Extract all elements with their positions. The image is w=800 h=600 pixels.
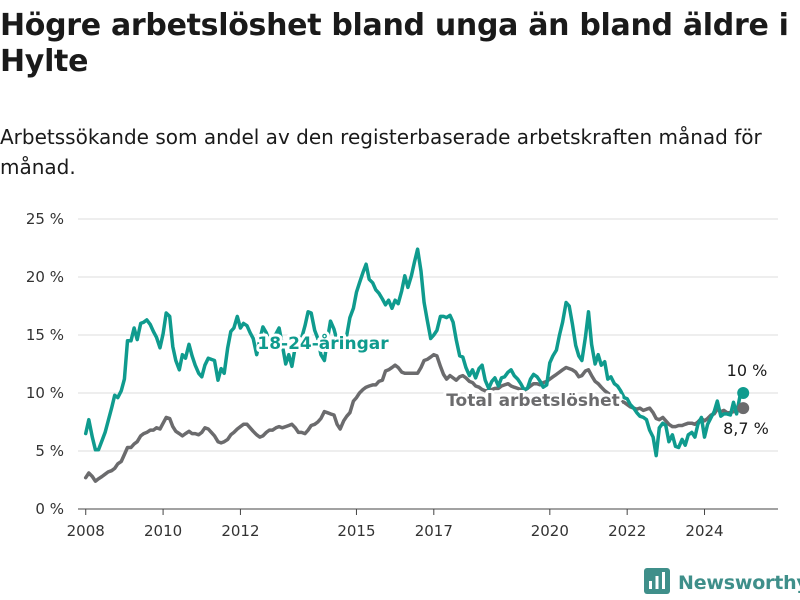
series-label-18-24-halo: 18-24-åringar (257, 332, 389, 354)
end-value-label-18-24: 10 % (727, 361, 768, 380)
end-value-label-18-24-halo: 10 % (727, 361, 768, 380)
y-tick-label: 25 % (26, 210, 64, 228)
brand-name: Newsworthy (678, 572, 800, 594)
grid (78, 218, 778, 510)
x-tick-label: 2020 (531, 522, 569, 540)
x-tick-label: 2010 (144, 522, 182, 540)
series-line-18-24 (83, 247, 745, 458)
x-tick-label: 2017 (415, 522, 453, 540)
axes: 0 % 5 % 10 % 15 % 20 % 25 % 2008 2010 2012 2015 20… (26, 210, 778, 540)
x-tick-label: 2008 (67, 522, 105, 540)
y-tick-label: 0 % (35, 500, 64, 518)
y-tick-label: 20 % (26, 268, 64, 286)
end-value-label-total: 8,7 % (723, 419, 769, 438)
x-tick-label: 2012 (221, 522, 259, 540)
y-tick-label: 10 % (26, 384, 64, 402)
series-label-total: Total arbetslöshet (446, 391, 620, 411)
series-endpoint-18-24 (737, 387, 750, 399)
brand-logo: Newsworthy (644, 568, 800, 598)
x-tick-label: 2022 (608, 522, 646, 540)
chart-title: Högre arbetslöshet bland unga än bland ä… (0, 8, 789, 79)
x-tick-label: 2015 (337, 522, 375, 540)
series-lines (83, 247, 750, 483)
chart-subtitle: Arbetssökande som andel av den registerb… (0, 125, 762, 179)
series-label-18-24: 18-24-åringar (257, 332, 389, 354)
x-tick-label: 2024 (685, 522, 723, 540)
series-endpoint-total (737, 402, 750, 415)
bar-chart-logo-icon (644, 568, 670, 598)
y-tick-label: 15 % (26, 326, 64, 344)
end-value-label-total-halo: 8,7 % (723, 419, 769, 438)
y-tick-label: 5 % (35, 442, 64, 460)
series-label-total-halo: Total arbetslöshet (446, 391, 620, 411)
